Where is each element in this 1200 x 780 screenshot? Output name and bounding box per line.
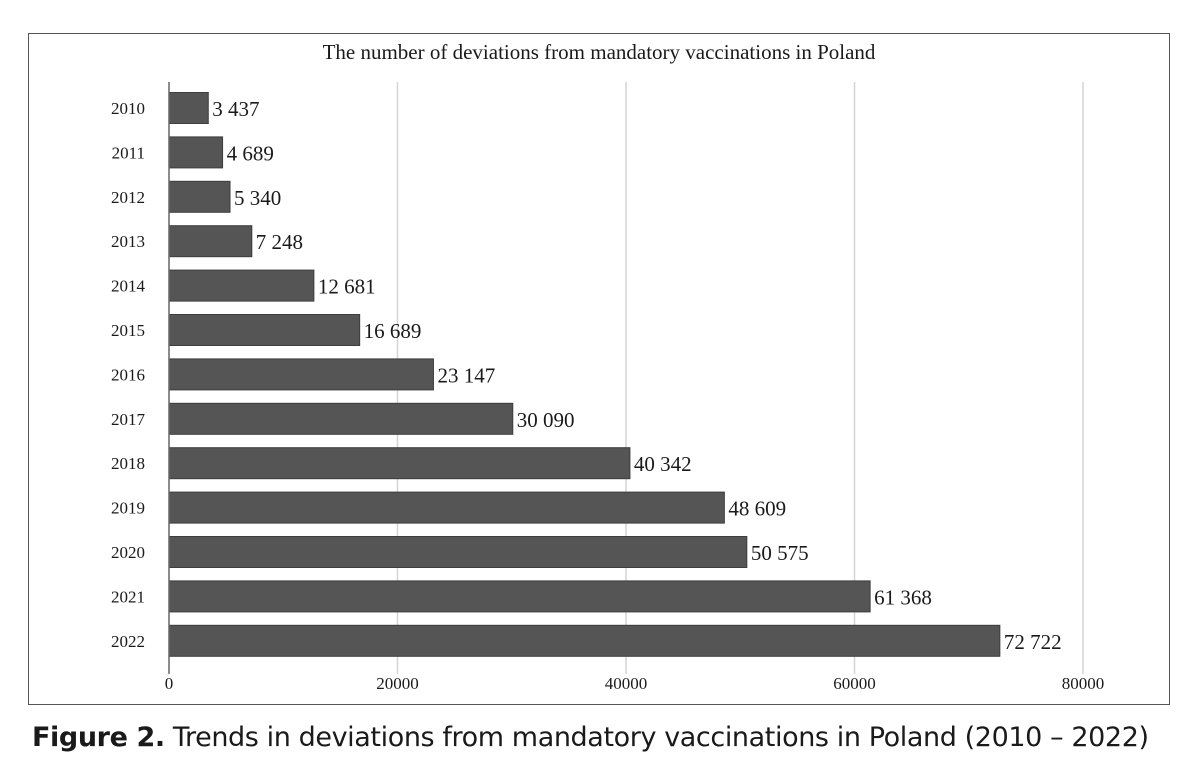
y-tick-label: 2018 [111,454,145,473]
data-label: 3 437 [212,97,259,121]
chart-title: The number of deviations from mandatory … [323,40,876,64]
data-label: 4 689 [227,141,274,165]
bar [168,92,209,124]
bar [168,136,224,169]
bar-chart: 3 437 4 689 5 340 7 248 12 681 16 689 23 147 30… [111,40,1105,693]
y-tick-label: 2016 [111,365,145,384]
y-axis-tick-labels: 2010 2011 2012 2013 2014 2015 2016 2017 2018 2019… [111,99,146,651]
bar [168,491,725,524]
bar [168,536,748,568]
bar [168,314,361,346]
y-tick-label: 2013 [111,232,145,251]
x-tick-label: 20000 [376,674,419,693]
x-axis-tick-labels: 0 20000 40000 60000 80000 [165,674,1105,693]
data-labels: 3 437 4 689 5 340 7 248 12 681 16 689 23 147 30… [212,97,1061,654]
data-label: 16 689 [364,319,422,343]
data-label: 23 147 [437,363,495,387]
y-tick-label: 2020 [111,543,145,562]
bar [168,580,871,613]
y-tick-label: 2022 [111,632,145,651]
figure-caption: Figure 2. Trends in deviations from mand… [32,722,1192,753]
x-tick-label: 60000 [833,674,876,693]
data-label: 12 681 [318,275,376,299]
caption-label: Figure 2. [32,722,165,753]
caption-text: Trends in deviations from mandatory vacc… [164,722,1149,753]
y-tick-label: 2021 [111,587,145,606]
bar [168,180,231,213]
data-label: 61 368 [874,585,932,609]
x-tick-label: 40000 [605,674,648,693]
y-tick-label: 2014 [111,277,146,296]
y-tick-label: 2017 [111,410,146,429]
data-label: 5 340 [234,186,281,210]
y-tick-label: 2011 [112,143,145,162]
x-tick-label: 80000 [1062,674,1105,693]
data-label: 48 609 [728,497,786,521]
bar [168,269,315,302]
bar [168,624,1001,657]
data-label: 72 722 [1004,630,1062,654]
bar [168,358,434,391]
bar [168,402,514,435]
y-tick-label: 2019 [111,499,145,518]
data-label: 30 090 [517,408,575,432]
x-tick-label: 0 [165,674,174,693]
y-tick-label: 2012 [111,188,145,207]
data-label: 40 342 [634,452,692,476]
chart-frame: 3 437 4 689 5 340 7 248 12 681 16 689 23 147 30… [28,33,1170,705]
bars [168,92,1001,657]
y-tick-label: 2015 [111,321,145,340]
data-label: 7 248 [256,230,303,254]
bar [168,447,631,480]
y-tick-label: 2010 [111,99,145,118]
data-label: 50 575 [751,541,809,565]
bar [168,225,253,258]
